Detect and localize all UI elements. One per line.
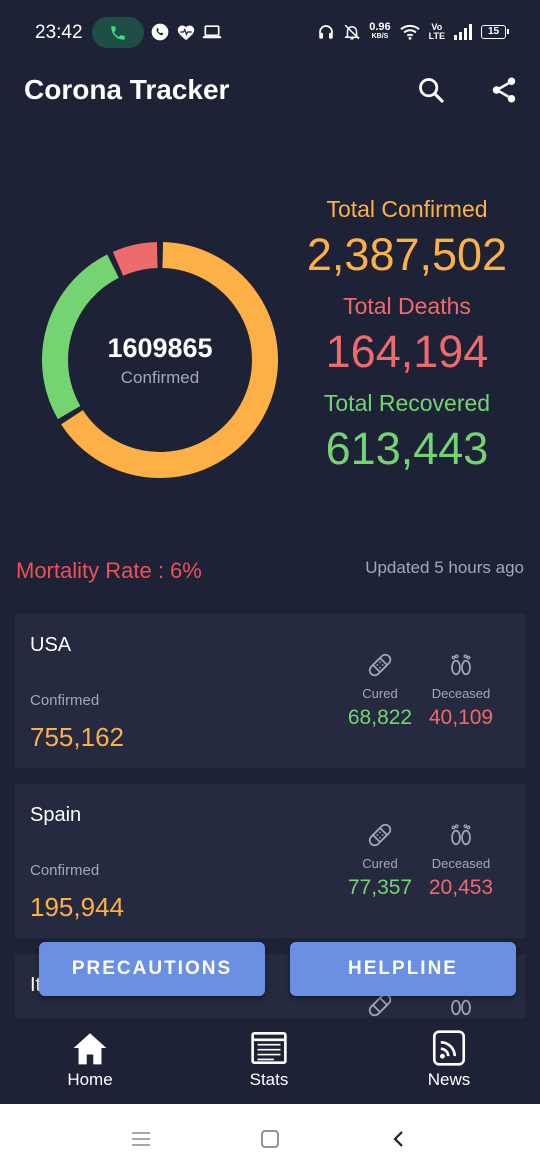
nav-news[interactable]: News bbox=[389, 1030, 509, 1090]
cured-label: Cured bbox=[362, 856, 398, 871]
cured-value: 77,357 bbox=[347, 876, 413, 899]
home-icon bbox=[73, 1033, 107, 1065]
status-bar: 23:42 0.96 KB/S Vo LTE 15 bbox=[0, 0, 540, 66]
nav-stats[interactable]: Stats bbox=[209, 1030, 329, 1090]
cured-column: Cured 68,822 bbox=[340, 650, 420, 730]
status-time: 23:42 bbox=[35, 22, 83, 43]
mute-bell-icon bbox=[344, 24, 361, 39]
confirmed-value: 755,162 bbox=[30, 722, 124, 752]
donut-segment-deaths bbox=[112, 242, 159, 276]
bandage-icon bbox=[368, 993, 392, 1017]
cured-column: Cured 77,357 bbox=[340, 820, 420, 900]
confirmed-label: Confirmed bbox=[30, 862, 100, 879]
phone-icon bbox=[111, 25, 125, 40]
country-card-spain[interactable]: Spain Confirmed 195,944 Cured 77,357 Dec… bbox=[15, 784, 525, 938]
share-button[interactable] bbox=[486, 72, 522, 108]
updated-time: Updated 5 hours ago bbox=[365, 558, 524, 577]
bandage-icon bbox=[368, 653, 392, 677]
cured-column bbox=[340, 990, 420, 1018]
nav-home[interactable]: Home bbox=[30, 1030, 150, 1090]
country-name: USA bbox=[30, 634, 72, 656]
laptop-icon bbox=[202, 25, 222, 39]
nav-stats-label: Stats bbox=[249, 1070, 289, 1089]
donut-svg bbox=[42, 242, 278, 478]
donut-center-value: 1609865 bbox=[107, 332, 213, 363]
footprints-icon bbox=[451, 654, 471, 676]
menu-lines-icon bbox=[132, 1132, 150, 1146]
donut-segment-confirmed bbox=[61, 242, 278, 478]
system-navigation-bar bbox=[0, 1104, 540, 1170]
recent-apps-button[interactable] bbox=[126, 1124, 156, 1154]
country-name: It bbox=[30, 974, 42, 996]
donut-center: 1609865 Confirmed bbox=[36, 232, 284, 488]
home-system-button[interactable] bbox=[255, 1124, 285, 1154]
helpline-button[interactable]: HELPLINE bbox=[290, 942, 516, 996]
network-speed: 0.96 KB/S bbox=[369, 21, 391, 41]
deceased-label: Deceased bbox=[431, 686, 491, 701]
deceased-column: Deceased 40,109 bbox=[421, 650, 501, 730]
total-confirmed-label: Total Confirmed bbox=[326, 196, 488, 222]
confirmed-donut-chart: 1609865 Confirmed bbox=[36, 232, 284, 488]
country-card-usa[interactable]: USA Confirmed 755,162 Cured 68,822 Decea… bbox=[15, 614, 525, 768]
mortality-rate: Mortality Rate : 6% bbox=[16, 558, 202, 583]
deceased-column: Deceased 20,453 bbox=[421, 820, 501, 900]
footprints-icon bbox=[451, 999, 471, 1016]
total-recovered-value: 613,443 bbox=[325, 423, 489, 474]
back-chevron-icon bbox=[393, 1131, 403, 1147]
total-confirmed-value: 2,387,502 bbox=[306, 229, 508, 280]
country-name: Spain bbox=[30, 804, 82, 826]
system-status-icons: 0.96 KB/S Vo LTE 15 bbox=[317, 21, 509, 41]
cured-value: 68,822 bbox=[347, 706, 413, 729]
totals-panel: Total Confirmed 2,387,502 Total Deaths 1… bbox=[292, 196, 522, 475]
country-list[interactable]: USA Confirmed 755,162 Cured 68,822 Decea… bbox=[15, 614, 525, 1018]
stats-icon bbox=[251, 1031, 287, 1065]
search-button[interactable] bbox=[413, 72, 449, 108]
app-bar: Corona Tracker bbox=[0, 66, 540, 124]
confirmed-label: Confirmed bbox=[30, 692, 100, 709]
deceased-value: 20,453 bbox=[428, 876, 494, 899]
deceased-label: Deceased bbox=[431, 856, 491, 871]
donut-center-label: Confirmed bbox=[120, 367, 200, 387]
app-title: Corona Tracker bbox=[24, 74, 230, 105]
total-deaths-value: 164,194 bbox=[325, 326, 489, 377]
signal-icon bbox=[454, 23, 472, 40]
total-deaths-label: Total Deaths bbox=[343, 293, 471, 319]
confirmed-value: 195,944 bbox=[30, 892, 124, 922]
volte-indicator: Vo LTE bbox=[428, 21, 445, 41]
search-icon bbox=[419, 78, 444, 103]
donut-segment-recovered bbox=[42, 254, 120, 420]
nav-news-label: News bbox=[427, 1070, 471, 1089]
square-icon bbox=[261, 1130, 279, 1148]
battery-icon: 15 bbox=[481, 24, 509, 39]
total-recovered-label: Total Recovered bbox=[323, 390, 491, 416]
ongoing-call-chip[interactable] bbox=[92, 17, 144, 48]
bandage-icon bbox=[368, 823, 392, 847]
cured-label: Cured bbox=[362, 686, 398, 701]
back-button[interactable] bbox=[384, 1124, 414, 1154]
share-icon bbox=[492, 77, 516, 103]
news-icon bbox=[432, 1030, 466, 1066]
wifi-icon bbox=[399, 24, 420, 40]
headphones-icon bbox=[319, 24, 334, 39]
deceased-column bbox=[421, 990, 501, 1018]
whatsapp-icon bbox=[151, 23, 169, 41]
bottom-navigation: Home Stats News bbox=[0, 1020, 540, 1104]
deceased-value: 40,109 bbox=[428, 706, 494, 729]
nav-home-label: Home bbox=[67, 1070, 113, 1089]
notification-icons bbox=[150, 22, 222, 42]
footprints-icon bbox=[451, 824, 471, 846]
heart-icon bbox=[177, 25, 195, 41]
precautions-button[interactable]: PRECAUTIONS bbox=[39, 942, 265, 996]
